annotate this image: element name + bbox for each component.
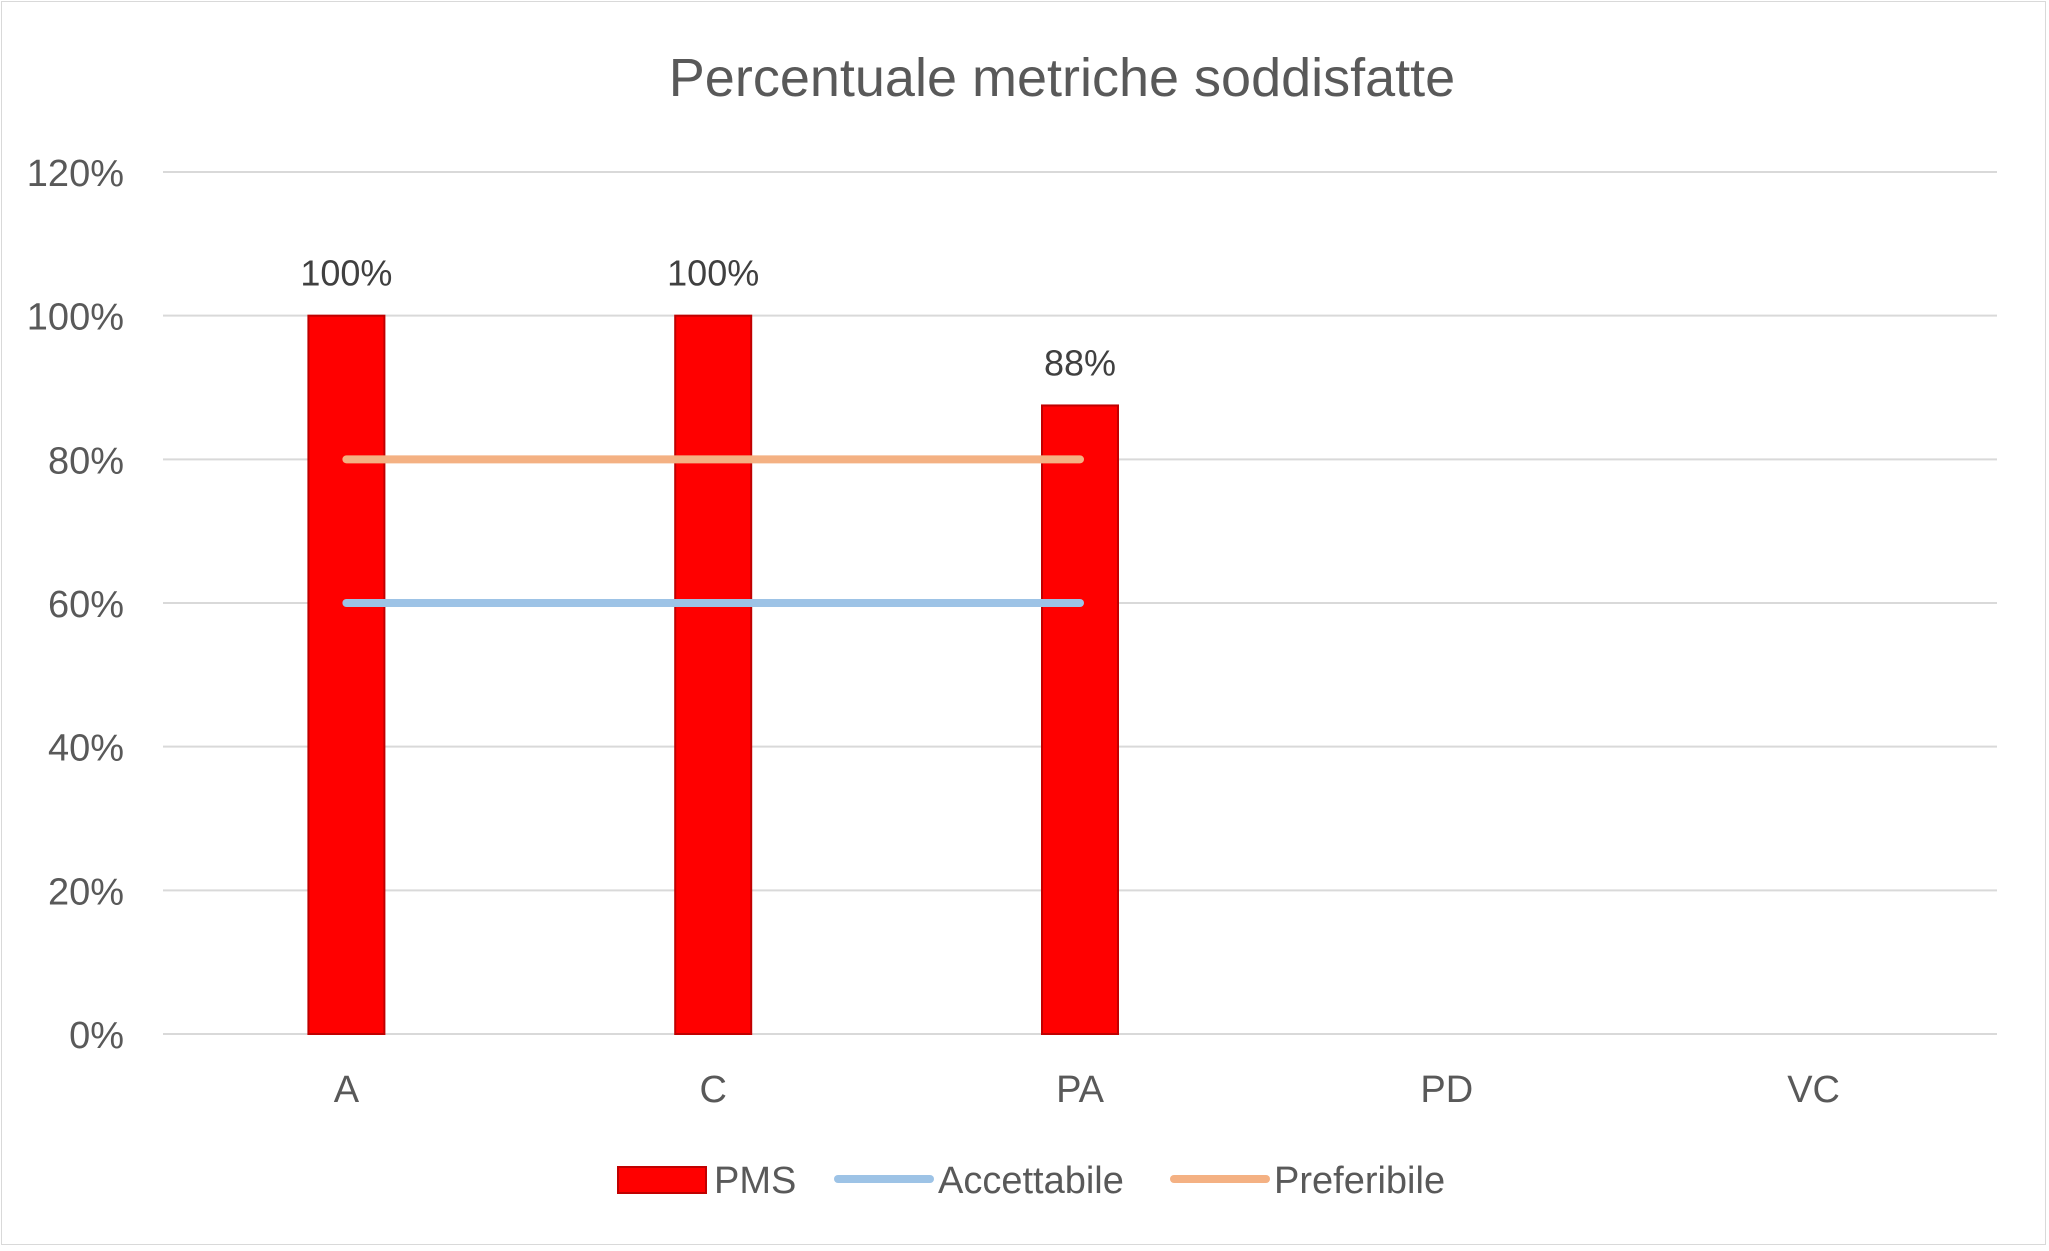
bar-series — [307, 314, 1119, 1036]
legend: PMS Accettabile Preferibile — [617, 1160, 1445, 1202]
x-tick-label: C — [699, 1069, 726, 1111]
y-tick-label: 40% — [48, 728, 124, 770]
x-tick-label: A — [334, 1069, 360, 1111]
legend-label: Preferibile — [1274, 1160, 1445, 1202]
y-axis-tick-labels: 0% 20% 40% 60% 80% 100% 120% — [27, 153, 124, 1057]
x-axis-tick-labels: A C PA PD VC — [334, 1069, 1840, 1111]
legend-label: PMS — [714, 1160, 796, 1202]
line-series — [342, 455, 1084, 607]
x-tick-label: PD — [1420, 1069, 1473, 1111]
bar — [307, 314, 386, 1035]
x-tick-label: VC — [1787, 1069, 1840, 1111]
y-tick-label: 60% — [48, 584, 124, 626]
y-tick-label: 80% — [48, 440, 124, 482]
legend-swatch-pms — [617, 1166, 707, 1194]
data-labels: 100% 100% 88% — [300, 253, 1116, 384]
legend-label: Accettabile — [938, 1160, 1124, 1202]
y-tick-label: 0% — [69, 1015, 124, 1057]
chart-title: Percentuale metriche soddisfatte — [669, 48, 1455, 108]
x-tick-label: PA — [1056, 1069, 1105, 1111]
data-label: 100% — [300, 253, 392, 294]
bar — [1041, 404, 1119, 1036]
bar — [674, 314, 753, 1035]
data-label: 100% — [667, 253, 759, 294]
y-tick-label: 100% — [27, 297, 124, 339]
y-tick-label: 20% — [48, 871, 124, 913]
data-label: 88% — [1044, 342, 1116, 383]
y-tick-label: 120% — [27, 153, 124, 195]
